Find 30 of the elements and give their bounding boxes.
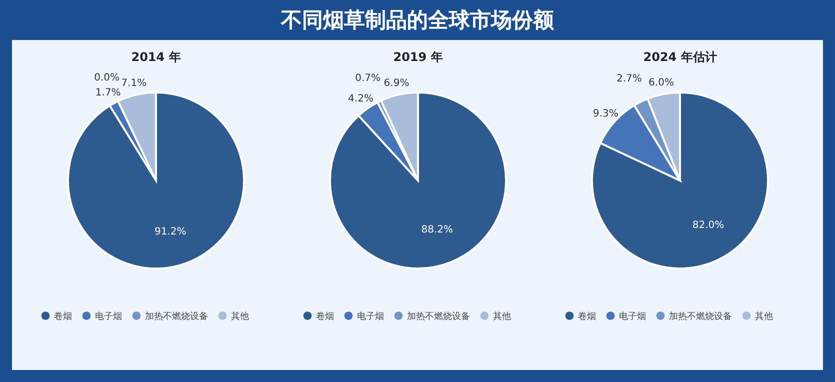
data-label: 6.0% [648,77,674,88]
data-label: 1.7% [94,88,120,99]
legend-label: 电子烟 [356,310,384,322]
pie-slice [590,92,768,270]
data-label: 4.2% [348,94,373,105]
pie-slice [328,92,506,270]
data-label: 88.2% [420,224,453,236]
legend-label: 加热不燃烧设备 [668,310,732,322]
chart-title: 2019 年 [392,50,442,64]
data-label: 2.7% [616,73,642,84]
data-label: 7.1% [120,78,146,89]
legend-label: 卷烟 [578,310,596,322]
chart-title: 2024 年估计 [642,50,716,64]
legend-label: 电子烟 [618,310,646,322]
text: 不同烟草制品的全球市场份额 [281,8,554,32]
legend-label: 加热不燃烧设备 [144,310,208,322]
data-label: 91.2% [154,226,186,238]
legend-label: 电子烟 [94,310,122,322]
legend-label: 其他 [492,310,510,322]
legend-label: 加热不燃烧设备 [406,310,470,322]
data-label: 6.9% [383,78,409,89]
chart-title: 2014 年 [130,50,180,64]
text: 0.0% [94,72,120,84]
data-label: 82.0% [692,220,724,232]
legend-label: 卷烟 [54,310,72,322]
legend-label: 其他 [230,310,248,322]
data-label: 0.7% [354,73,380,84]
legend-label: 卷烟 [316,310,334,322]
legend-label: 其他 [754,310,772,322]
data-label: 9.3% [592,108,618,120]
